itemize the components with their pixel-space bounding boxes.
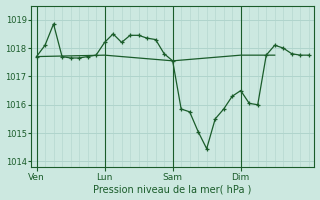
X-axis label: Pression niveau de la mer( hPa ): Pression niveau de la mer( hPa ): [93, 184, 252, 194]
